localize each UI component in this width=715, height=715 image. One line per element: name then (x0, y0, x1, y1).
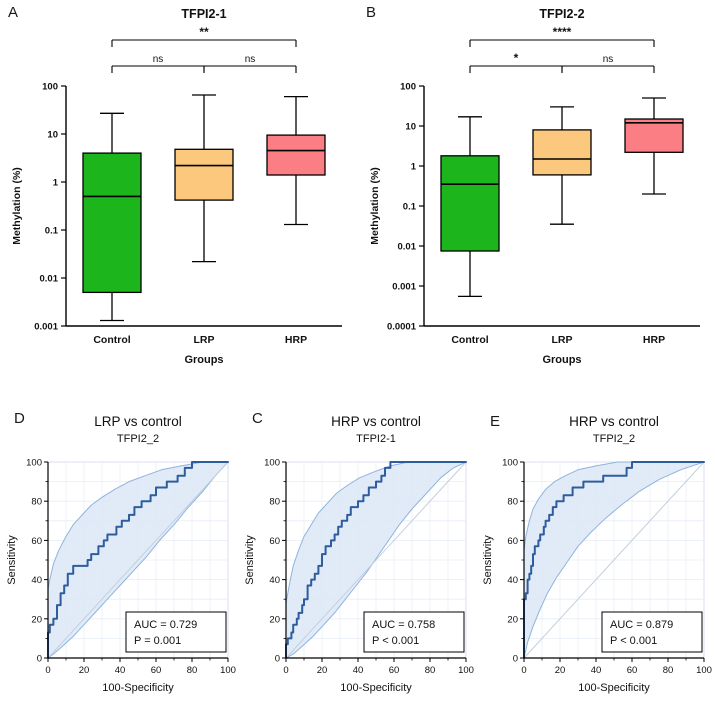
svg-text:ns: ns (153, 54, 164, 65)
panel-letter-a: A (8, 4, 19, 21)
svg-text:40: 40 (269, 575, 280, 586)
svg-text:0.01: 0.01 (398, 242, 417, 253)
svg-text:40: 40 (115, 665, 126, 676)
svg-text:0.0001: 0.0001 (387, 322, 417, 333)
panel-letter-c: C (252, 410, 263, 427)
svg-text:P = 0.001: P = 0.001 (134, 635, 181, 647)
svg-text:HRP: HRP (643, 334, 665, 346)
svg-text:AUC = 0.758: AUC = 0.758 (372, 619, 435, 631)
svg-text:80: 80 (31, 497, 42, 508)
svg-text:80: 80 (663, 665, 674, 676)
svg-text:HRP vs control: HRP vs control (569, 414, 659, 429)
svg-text:80: 80 (269, 497, 280, 508)
svg-text:20: 20 (79, 665, 90, 676)
roc-hrp-vs-control-tfpi2-1: HRP vs control TFPI2-1 0 0 20 20 40 40 60 60 80 80 1… (240, 406, 474, 713)
svg-text:LRP vs control: LRP vs control (94, 414, 182, 429)
svg-text:0.1: 0.1 (45, 226, 59, 237)
svg-text:LRP: LRP (194, 334, 215, 346)
svg-text:Control: Control (451, 334, 488, 346)
svg-text:60: 60 (627, 665, 638, 676)
svg-text:80: 80 (187, 665, 198, 676)
roc-hrp-vs-control-tfpi2-2: HRP vs control TFPI2_2 0 0 20 20 40 40 60 60 80 80 1… (478, 406, 712, 713)
panel-letter-b: B (366, 4, 377, 21)
svg-text:Methylation (%): Methylation (%) (369, 167, 381, 245)
svg-text:0.001: 0.001 (34, 322, 58, 333)
svg-text:TFPI2-2: TFPI2-2 (539, 7, 584, 21)
svg-text:100-Specificity: 100-Specificity (102, 682, 174, 694)
svg-text:40: 40 (591, 665, 602, 676)
svg-text:0: 0 (275, 654, 280, 665)
svg-text:0.001: 0.001 (392, 282, 416, 293)
svg-text:0: 0 (37, 654, 42, 665)
svg-text:40: 40 (31, 575, 42, 586)
svg-text:20: 20 (269, 614, 280, 625)
svg-text:40: 40 (507, 575, 518, 586)
svg-text:40: 40 (353, 665, 364, 676)
svg-text:Control: Control (93, 334, 130, 346)
svg-text:LRP: LRP (552, 334, 573, 346)
svg-text:100: 100 (42, 82, 58, 93)
svg-text:60: 60 (269, 536, 280, 547)
svg-text:100-Specificity: 100-Specificity (340, 682, 412, 694)
svg-text:P < 0.001: P < 0.001 (372, 635, 419, 647)
svg-text:Groups: Groups (184, 354, 223, 366)
svg-text:Methylation (%): Methylation (%) (11, 167, 23, 245)
svg-text:0: 0 (283, 665, 288, 676)
svg-text:10: 10 (405, 122, 416, 133)
svg-text:60: 60 (151, 665, 162, 676)
svg-text:1: 1 (53, 178, 59, 189)
svg-text:1: 1 (411, 162, 417, 173)
svg-text:**: ** (199, 25, 209, 39)
svg-text:100: 100 (696, 665, 712, 676)
svg-text:HRP: HRP (285, 334, 307, 346)
svg-text:*: * (514, 51, 519, 65)
svg-text:100: 100 (26, 458, 42, 469)
svg-text:ns: ns (245, 54, 256, 65)
svg-text:60: 60 (507, 536, 518, 547)
svg-text:Sensitivity: Sensitivity (244, 535, 256, 585)
roc-lrp-vs-control-tfpi2-2: LRP vs control TFPI2_2 0 0 20 20 40 40 60 60 80 80 1… (2, 406, 236, 713)
svg-text:20: 20 (507, 614, 518, 625)
svg-text:0: 0 (513, 654, 518, 665)
svg-text:0: 0 (45, 665, 50, 676)
svg-text:0: 0 (521, 665, 526, 676)
svg-text:0.01: 0.01 (40, 274, 59, 285)
svg-text:TFPI2-1: TFPI2-1 (181, 7, 226, 21)
svg-text:20: 20 (317, 665, 328, 676)
boxplot-tfpi2-2: TFPI2-2 0.0001 0.001 0.01 0.1 1 10 100 Control LR… (362, 0, 712, 397)
svg-text:TFPI2_2: TFPI2_2 (593, 433, 635, 445)
boxplot-tfpi2-1: TFPI2-1 0.001 0.01 0.1 1 10 100 Control LRP HRP **… (4, 0, 354, 397)
svg-text:20: 20 (555, 665, 566, 676)
svg-text:80: 80 (507, 497, 518, 508)
svg-text:****: **** (553, 25, 572, 39)
svg-text:20: 20 (31, 614, 42, 625)
svg-text:HRP vs control: HRP vs control (331, 414, 421, 429)
svg-text:80: 80 (425, 665, 436, 676)
svg-text:10: 10 (47, 130, 58, 141)
panel-letter-e: E (490, 413, 501, 430)
svg-text:Sensitivity: Sensitivity (6, 535, 18, 585)
svg-text:TFPI2_2: TFPI2_2 (117, 433, 159, 445)
svg-text:100: 100 (502, 458, 518, 469)
svg-text:100-Specificity: 100-Specificity (578, 682, 650, 694)
svg-text:100: 100 (264, 458, 280, 469)
svg-text:Sensitivity: Sensitivity (482, 535, 494, 585)
svg-text:60: 60 (389, 665, 400, 676)
svg-text:Groups: Groups (542, 354, 581, 366)
svg-text:P < 0.001: P < 0.001 (610, 635, 657, 647)
svg-text:100: 100 (220, 665, 236, 676)
svg-text:0.1: 0.1 (403, 202, 417, 213)
svg-text:60: 60 (31, 536, 42, 547)
panel-letter-d: D (14, 410, 25, 427)
svg-text:TFPI2-1: TFPI2-1 (356, 433, 396, 445)
svg-text:ns: ns (603, 54, 614, 65)
svg-text:AUC = 0.729: AUC = 0.729 (134, 619, 197, 631)
svg-text:100: 100 (458, 665, 474, 676)
svg-text:100: 100 (400, 82, 416, 93)
svg-text:AUC = 0.879: AUC = 0.879 (610, 619, 673, 631)
